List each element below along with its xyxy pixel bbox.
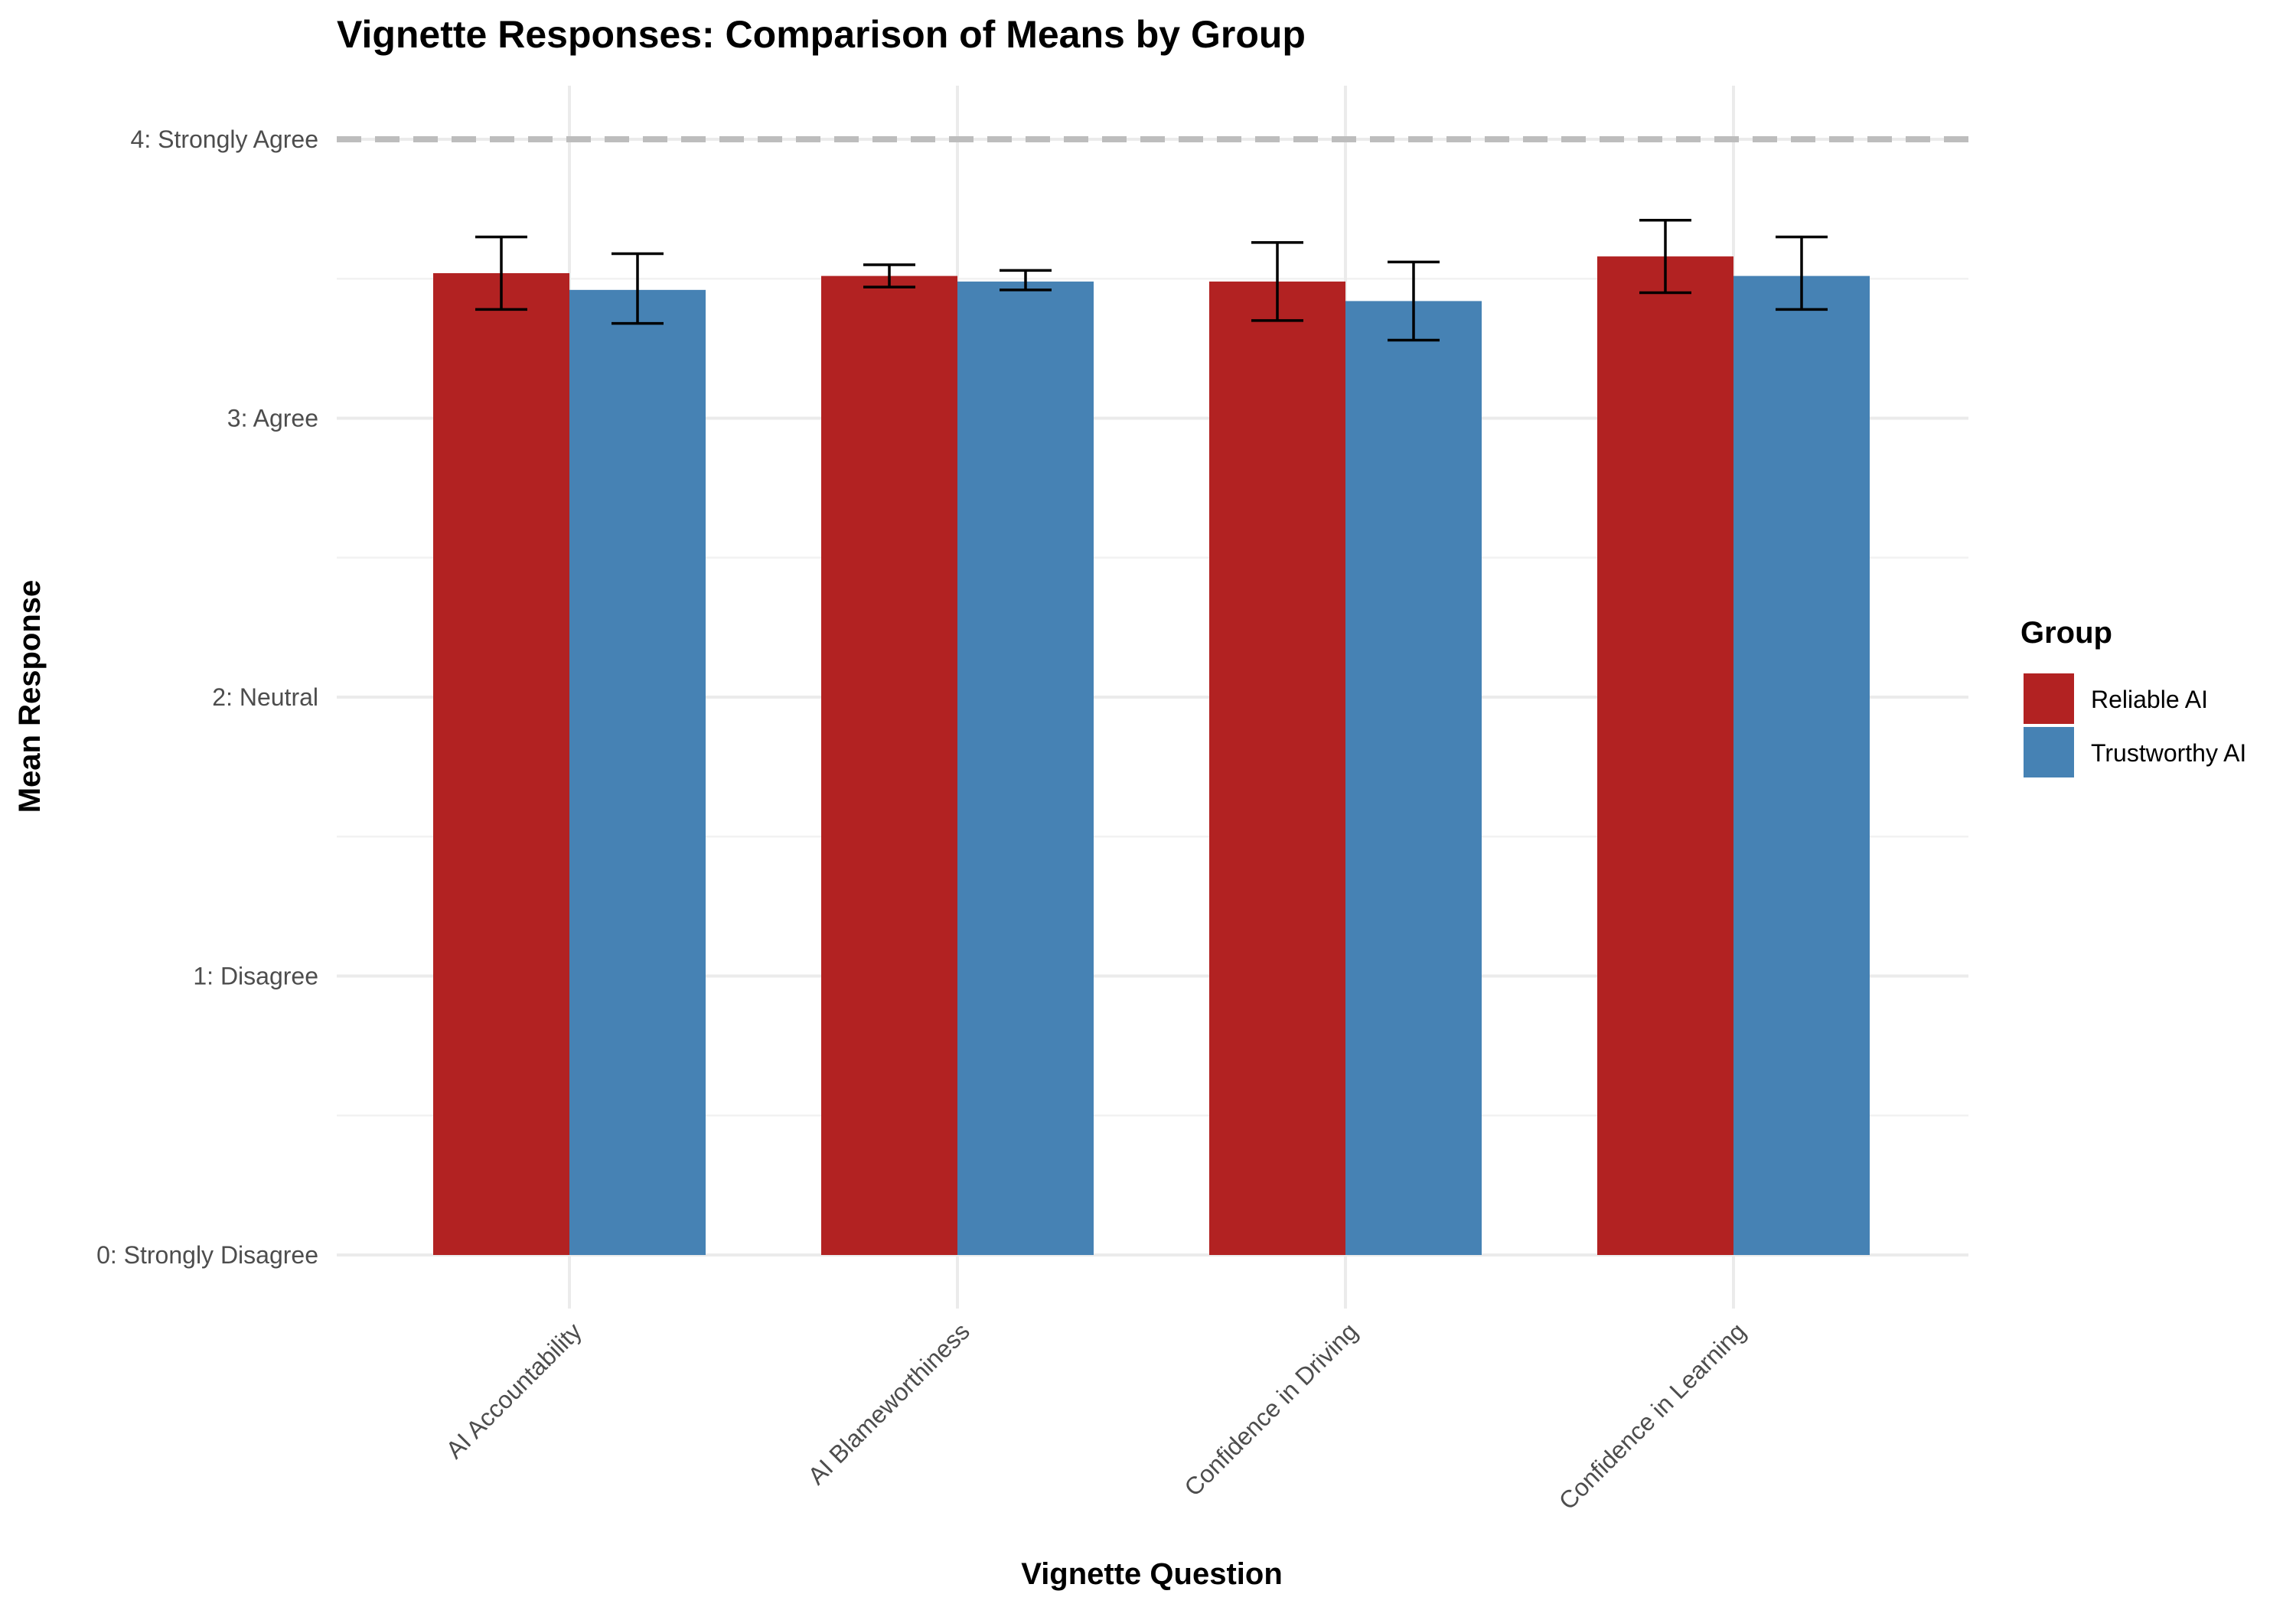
x-tick-label: AI Accountability [440,1317,586,1463]
bars [433,256,1870,1256]
legend-item-trustworthy-ai: Trustworthy AI [2024,727,2246,777]
chart-title: Vignette Responses: Comparison of Means … [337,13,1306,56]
legend-items: Reliable AI Trustworthy AI [2024,673,2246,777]
bar-trustworthy-ai-0 [569,289,706,1256]
y-axis-title: Mean Response [13,580,47,813]
error-bar-trustworthy-ai-2 [1388,260,1440,342]
error-bar-reliable-ai-0 [475,235,527,311]
y-tick-label: 4: Strongly Agree [131,125,318,153]
y-tick-label: 0: Strongly Disagree [96,1241,318,1269]
error-bar-trustworthy-ai-3 [1776,235,1828,311]
x-axis-title: Vignette Question [1021,1557,1283,1591]
legend-item-reliable-ai: Reliable AI [2024,673,2208,724]
error-bars [475,218,1828,342]
legend-label: Reliable AI [2091,686,2208,713]
y-tick-label: 1: Disagree [193,963,318,990]
legend-swatch [2024,727,2074,777]
bar-trustworthy-ai-3 [1733,275,1870,1256]
x-tick-label: AI Blameworthiness [803,1317,975,1489]
bar-trustworthy-ai-2 [1345,301,1482,1255]
error-bar-reliable-ai-3 [1639,218,1691,295]
bar-trustworthy-ai-1 [957,281,1094,1255]
bar-reliable-ai-3 [1597,256,1733,1256]
error-bar-trustworthy-ai-1 [1000,269,1052,292]
x-axis-ticks: AI Accountability AI Blameworthiness Confi… [440,1317,1750,1514]
error-bar-reliable-ai-1 [863,263,915,288]
error-bar-trustworthy-ai-0 [612,252,664,325]
y-tick-label: 3: Agree [227,405,318,432]
bar-reliable-ai-0 [433,272,569,1256]
x-tick-label: Confidence in Learning [1554,1317,1751,1514]
bar-reliable-ai-1 [821,275,957,1256]
x-tick-label: Confidence in Driving [1179,1317,1363,1501]
legend-title: Group [2020,616,2112,650]
bar-reliable-ai-2 [1209,281,1345,1255]
y-axis-ticks: 0: Strongly Disagree 1: Disagree 2: Neutra… [96,125,318,1269]
y-tick-label: 2: Neutral [212,683,318,711]
legend-swatch [2024,673,2074,724]
legend-label: Trustworthy AI [2091,739,2246,767]
error-bar-reliable-ai-2 [1251,241,1303,322]
legend: Group Reliable AI Trustworthy AI [2020,616,2246,777]
